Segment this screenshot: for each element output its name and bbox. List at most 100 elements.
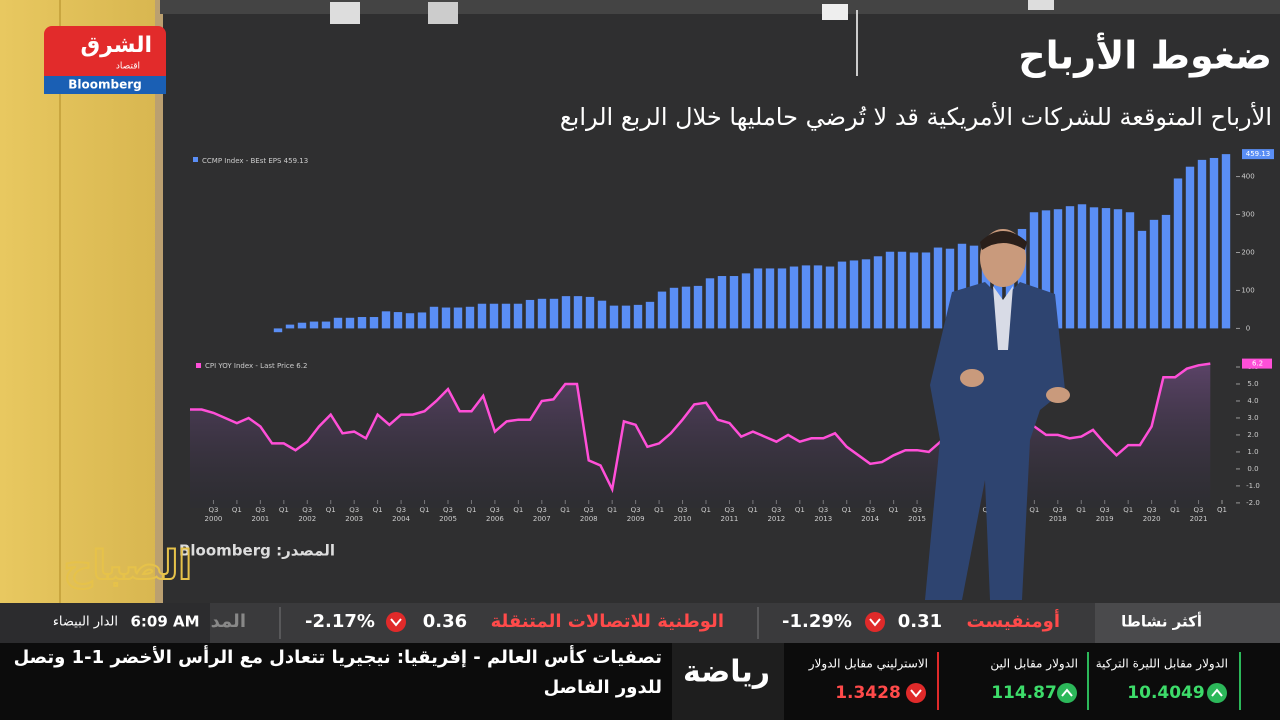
bar [909, 252, 919, 329]
currency-name: الاسترليني مقابل الدولار [808, 657, 928, 672]
headline: للدور الفاصل [544, 677, 662, 698]
up-arrow [1211, 688, 1223, 697]
bar [1101, 208, 1111, 329]
bar [561, 296, 571, 329]
currency-value: 114.87 [991, 683, 1057, 703]
bar [837, 261, 847, 329]
presenter-shirt [993, 286, 1013, 350]
x-tick-label: Q3 [912, 506, 922, 514]
bar [789, 266, 799, 329]
bar [393, 312, 403, 329]
currency-value: 1.3428 [835, 683, 901, 703]
bar [465, 306, 475, 329]
value-label-bg [1242, 149, 1274, 160]
bar [1137, 230, 1147, 329]
legend-swatch [196, 363, 201, 368]
show-name: الصباح [64, 543, 192, 589]
x-tick-label: Q3 [255, 506, 265, 514]
x-tick-label: Q1 [795, 506, 805, 514]
legend-label: CPI YOY Index - Last Price 6.2 [205, 362, 307, 370]
x-year-label: 2009 [627, 515, 645, 523]
down-icon [865, 612, 885, 632]
bar [333, 317, 343, 329]
x-year-label: 2015 [908, 515, 926, 523]
x-year-label: 2007 [533, 515, 551, 523]
logo-sub: اقتصاد [116, 62, 140, 72]
x-tick-label: Q3 [724, 506, 734, 514]
y-tick-label: 5.0 [1247, 380, 1258, 388]
bar [693, 285, 703, 329]
bar [417, 312, 427, 329]
bar [345, 317, 355, 329]
bar [1125, 212, 1135, 329]
bar [429, 306, 439, 329]
bar [489, 303, 499, 329]
legend-label: CCMP Index - BEst EPS 459.13 [202, 157, 308, 165]
bar [1053, 209, 1063, 329]
bar [1065, 206, 1075, 329]
source: المصدر: Bloomberg [179, 542, 335, 560]
down-icon [906, 683, 926, 703]
x-tick-label: Q3 [1100, 506, 1110, 514]
news-section: رياضة [683, 655, 770, 690]
x-tick-label: Q1 [466, 506, 476, 514]
presenter-hand [960, 369, 984, 387]
bar [1149, 219, 1159, 329]
bar [1113, 209, 1123, 329]
x-tick-label: Q3 [1053, 506, 1063, 514]
ticker-bar [0, 603, 1280, 643]
x-tick-label: Q1 [701, 506, 711, 514]
bar [585, 296, 595, 329]
bar [777, 268, 787, 329]
bar [669, 287, 679, 329]
market: الدار البيضاء [53, 615, 118, 630]
bar [897, 251, 907, 329]
bar [321, 321, 331, 329]
x-year-label: 2010 [674, 515, 692, 523]
ticker-name: الوطنية للاتصالات المتنقلة [491, 611, 724, 632]
x-year-label: 2000 [205, 515, 223, 523]
x-tick-label: Q1 [1170, 506, 1180, 514]
bar [873, 256, 883, 329]
x-tick-label: Q1 [232, 506, 242, 514]
x-tick-label: Q1 [1029, 506, 1039, 514]
x-tick-label: Q3 [396, 506, 406, 514]
line [190, 362, 1211, 494]
bar [1161, 214, 1171, 329]
bar [1029, 212, 1039, 329]
x-year-label: 2012 [767, 515, 785, 523]
x-tick-label: Q3 [678, 506, 688, 514]
bar [597, 300, 607, 329]
bar [717, 276, 727, 329]
bar [1221, 154, 1231, 329]
bar [309, 321, 319, 329]
currency-name: الدولار مقابل الين [990, 657, 1078, 672]
bar [573, 296, 583, 329]
x-tick-label: Q3 [349, 506, 359, 514]
x-tick-label: Q1 [279, 506, 289, 514]
x-tick-label: Q3 [818, 506, 828, 514]
bar [1077, 204, 1087, 329]
x-tick-label: Q3 [443, 506, 453, 514]
y-tick-label: 300 [1241, 211, 1254, 219]
ceiling-light [428, 2, 458, 24]
bar [525, 299, 535, 329]
value-label: 459.13 [1246, 150, 1271, 158]
bar [1185, 166, 1195, 329]
bar [801, 265, 811, 329]
x-tick-label: Q1 [513, 506, 523, 514]
ceiling-light [1028, 0, 1054, 10]
bar [1017, 228, 1027, 329]
bar [609, 305, 619, 329]
bar [705, 278, 715, 329]
y-tick-label: -1.0 [1246, 482, 1260, 490]
presenter [925, 229, 1070, 600]
bar [945, 248, 955, 329]
title: ضغوط الأرباح [1018, 32, 1272, 78]
down-icon [386, 612, 406, 632]
logo: الشرق اقتصاد Bloomberg [44, 26, 166, 94]
bar [381, 311, 391, 329]
x-tick-label: Q1 [607, 506, 617, 514]
bar [861, 259, 871, 329]
x-tick-label: Q1 [889, 506, 899, 514]
